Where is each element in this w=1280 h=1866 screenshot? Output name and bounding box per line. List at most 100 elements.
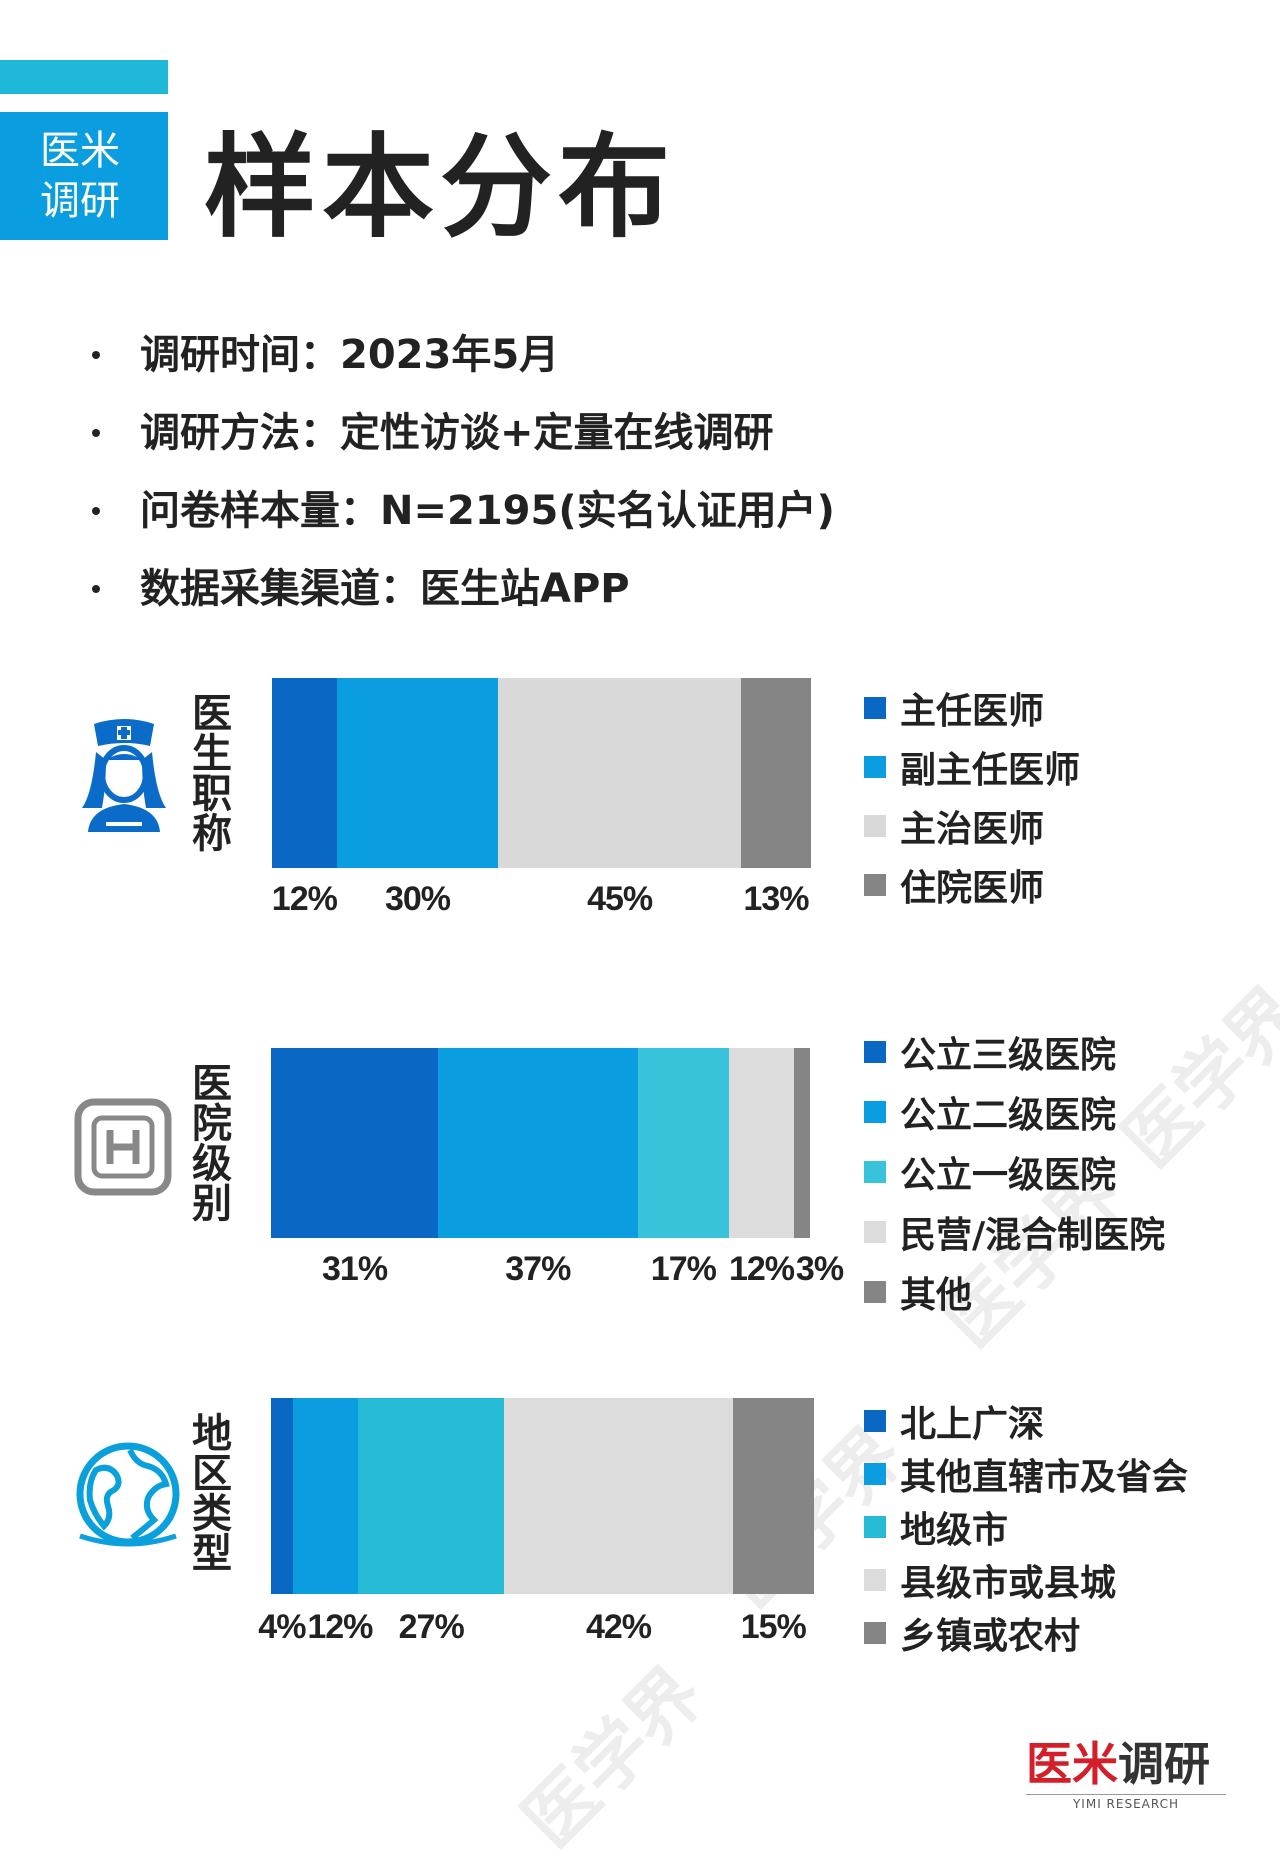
legend-label: 主治医师 [900,808,1045,850]
info-text: 问卷样本量：N=2195(实名认证用户) [140,488,835,534]
legend-swatch [864,1281,886,1303]
legend-swatch [864,1041,886,1063]
legend-item: 公立一级医院 [864,1142,1165,1202]
chart-title-label: 地区类型 [192,1411,232,1577]
legend-label: 公立三级医院 [900,1035,1117,1076]
legend-swatch [864,814,886,837]
survey-info-list: 调研时间：2023年5月 调研方法：定性访谈+定量在线调研 问卷样本量：N=21… [88,316,835,628]
bar-segment [271,1048,439,1238]
legend-swatch [864,755,886,778]
legend-item: 民营/混合制医院 [864,1202,1165,1262]
legend-item: 北上广深 [864,1394,1188,1447]
bar-segment [729,1048,794,1238]
chart-title-label: 医院级别 [192,1061,232,1227]
bar-segment [336,678,499,868]
chart-title-label: 医生职称 [192,691,232,857]
legend-label: 地级市 [900,1509,1009,1551]
bar-segment [498,678,741,868]
bar-segment [357,1398,505,1594]
legend-label: 住院医师 [900,867,1045,909]
legend-swatch [864,1101,886,1123]
bar-segment [292,1398,358,1594]
legend-item: 住院医师 [864,855,1080,914]
percent-label: 27% [398,1608,465,1646]
legend-label: 乡镇或农村 [900,1615,1081,1657]
legend-swatch [864,1515,886,1538]
percent-label: 15% [740,1608,807,1646]
bullet-icon [92,351,100,359]
legend-swatch [864,1221,886,1243]
legend-item: 其他直辖市及省会 [864,1447,1188,1500]
legend-label: 主任医师 [900,690,1045,732]
nurse-icon [82,719,166,832]
legend-label: 公立一级医院 [900,1155,1117,1196]
info-item: 调研方法：定性访谈+定量在线调研 [88,394,835,472]
legend-swatch [864,1462,886,1485]
stacked-bar [271,1398,814,1594]
legend-swatch [864,1409,886,1432]
percent-label: 30% [384,880,451,918]
legend-item: 县级市或县城 [864,1553,1188,1606]
info-item: 调研时间：2023年5月 [88,316,835,394]
chart-legend: 公立三级医院 公立二级医院 公立一级医院民营/混合制医院其他 [864,1022,1165,1322]
legend-label: 其他 [900,1275,973,1316]
legend-swatch [864,1621,886,1644]
bar-segment [438,1048,638,1238]
percent-label: 37% [505,1250,571,1288]
bar-segment [740,678,811,868]
percent-label: 17% [650,1250,717,1288]
legend-item: 其他 [864,1262,1165,1322]
footer-logo-subtitle: YIMI RESEARCH [1026,1794,1226,1811]
legend-item: 公立二级医院 [864,1082,1165,1142]
bullet-icon [92,429,100,437]
stacked-bar [272,678,811,868]
legend-label: 其他直辖市及省会 [900,1456,1189,1498]
bullet-icon [92,507,100,515]
info-text: 调研方法：定性访谈+定量在线调研 [140,410,774,456]
globe-icon [76,1442,180,1547]
brand-badge: 医米 调研 [0,112,168,240]
legend-label: 北上广深 [900,1403,1045,1445]
legend-label: 公立二级医院 [900,1095,1117,1136]
info-item: 数据采集渠道：医生站APP [88,550,835,628]
info-item: 问卷样本量：N=2195(实名认证用户) [88,472,835,550]
percent-label: 13% [743,880,809,918]
percent-label: 3% [795,1250,844,1288]
chart-legend: 北上广深其他直辖市及省会 地级市 县级市或县城乡镇或农村 [864,1394,1188,1659]
percent-label: 31% [322,1250,388,1288]
bar-segment [793,1048,810,1238]
percent-label: 12% [728,1250,795,1288]
bar-segment [504,1398,733,1594]
footer-logo-red: 医米 [1026,1737,1118,1791]
header-accent-strip [0,60,168,94]
bar-segment [272,678,337,868]
legend-item: 主治医师 [864,796,1080,855]
footer-logo-text: 医米调研 [1026,1738,1226,1790]
legend-swatch [864,1568,886,1591]
percent-label: 42% [585,1608,652,1646]
percent-label: 12% [307,1608,373,1646]
chart-legend: 主任医师副主任医师主治医师住院医师 [864,678,1080,914]
bullet-icon [92,585,100,593]
percent-label: 12% [271,880,338,918]
page-title: 样本分布 [204,123,676,253]
info-text: 调研时间：2023年5月 [140,332,560,378]
footer-logo-dark: 调研 [1118,1737,1210,1791]
legend-item: 地级市 [864,1500,1188,1553]
info-text: 数据采集渠道：医生站APP [140,566,630,612]
brand-line-2: 调研 [40,178,120,224]
legend-item: 公立三级医院 [864,1022,1165,1082]
stacked-bar [271,1048,810,1238]
legend-label: 副主任医师 [900,749,1081,791]
bar-segment [271,1398,293,1594]
bar-segment [732,1398,814,1594]
legend-item: 乡镇或农村 [864,1606,1188,1659]
legend-swatch [864,873,886,896]
percent-label: 4% [258,1608,306,1646]
brand-line-1: 医米 [40,128,120,174]
legend-item: 副主任医师 [864,737,1080,796]
footer-logo: 医米调研 YIMI RESEARCH [1026,1738,1226,1811]
bar-segment [637,1048,730,1238]
hospital-icon [74,1098,172,1196]
watermark: 医学界 [505,1650,719,1864]
